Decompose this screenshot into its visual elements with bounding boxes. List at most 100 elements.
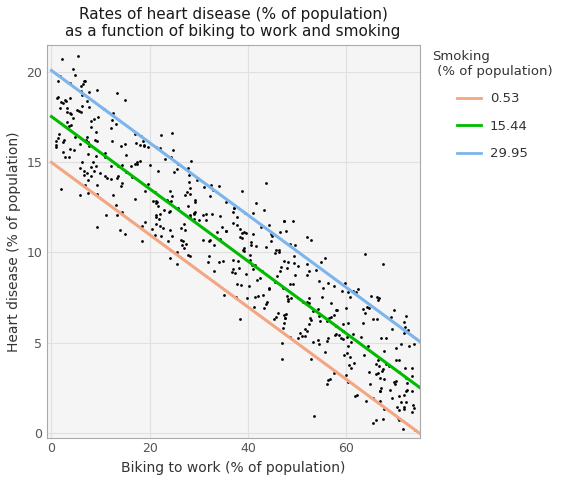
Point (356, 333, 366, 340)
Point (395, 392, 404, 400)
Point (372, 360, 381, 368)
Point (155, 222, 164, 229)
Point (76, 82, 86, 90)
Point (198, 237, 208, 244)
Point (236, 315, 245, 323)
Point (209, 241, 219, 249)
Point (286, 295, 296, 302)
Point (320, 348, 329, 356)
Point (392, 403, 401, 411)
Point (166, 187, 175, 194)
Point (343, 288, 353, 295)
Point (245, 256, 255, 264)
Point (358, 305, 367, 313)
Point (275, 247, 284, 254)
Point (374, 362, 384, 370)
Point (152, 220, 161, 228)
Point (288, 217, 297, 225)
Point (281, 310, 290, 318)
Point (274, 248, 283, 255)
Point (185, 190, 195, 198)
Point (83, 151, 92, 159)
Point (164, 198, 174, 206)
Point (345, 353, 354, 361)
Point (374, 296, 383, 304)
Point (339, 320, 348, 327)
Point (60, 154, 69, 161)
Point (283, 292, 292, 299)
Point (77, 91, 86, 99)
Point (64, 153, 73, 161)
Point (54, 131, 64, 138)
Point (276, 228, 285, 236)
Point (350, 392, 360, 400)
Point (371, 416, 381, 424)
Point (348, 330, 357, 337)
Point (244, 282, 253, 290)
Point (127, 162, 136, 170)
Point (229, 204, 238, 212)
Point (198, 211, 207, 219)
Point (237, 187, 246, 195)
Point (399, 391, 408, 399)
Point (232, 280, 241, 288)
Point (166, 227, 175, 234)
Point (160, 155, 169, 163)
Point (83, 138, 93, 146)
Point (395, 416, 404, 424)
Point (66, 79, 75, 87)
Point (251, 293, 260, 301)
Point (176, 236, 185, 244)
Point (190, 215, 199, 223)
Point (306, 237, 315, 244)
Point (184, 172, 193, 179)
Point (59, 136, 68, 144)
Point (297, 332, 307, 340)
Point (283, 264, 292, 271)
Point (229, 204, 238, 212)
Point (394, 414, 403, 421)
Point (410, 426, 419, 434)
Point (70, 134, 79, 141)
Point (150, 188, 160, 196)
Point (52, 94, 62, 102)
Point (315, 317, 325, 325)
Point (285, 281, 294, 288)
Point (51, 141, 61, 149)
Point (140, 142, 149, 150)
Title: Rates of heart disease (% of population)
as a function of biking to work and smo: Rates of heart disease (% of population)… (65, 7, 401, 40)
Point (247, 238, 256, 246)
Point (305, 320, 314, 328)
Point (80, 172, 89, 179)
Point (93, 138, 102, 146)
Point (229, 208, 238, 215)
Point (279, 217, 289, 225)
Point (229, 219, 238, 227)
Point (343, 319, 352, 327)
Point (62, 119, 72, 126)
Point (100, 154, 110, 161)
Point (235, 225, 244, 232)
Point (172, 260, 181, 268)
Point (82, 169, 92, 176)
Point (136, 132, 146, 140)
Point (261, 300, 271, 308)
Point (403, 387, 412, 394)
Point (382, 334, 391, 342)
Point (236, 281, 245, 289)
Point (108, 191, 117, 199)
Point (391, 345, 401, 352)
Point (312, 266, 321, 273)
Point (341, 372, 350, 379)
Point (249, 230, 258, 238)
Point (55, 72, 65, 80)
Point (379, 375, 388, 383)
Point (380, 405, 389, 413)
Point (278, 284, 287, 292)
Point (253, 293, 262, 300)
Point (307, 316, 316, 324)
Point (391, 380, 400, 388)
Point (248, 261, 257, 268)
Point (301, 333, 310, 340)
Point (302, 271, 311, 279)
